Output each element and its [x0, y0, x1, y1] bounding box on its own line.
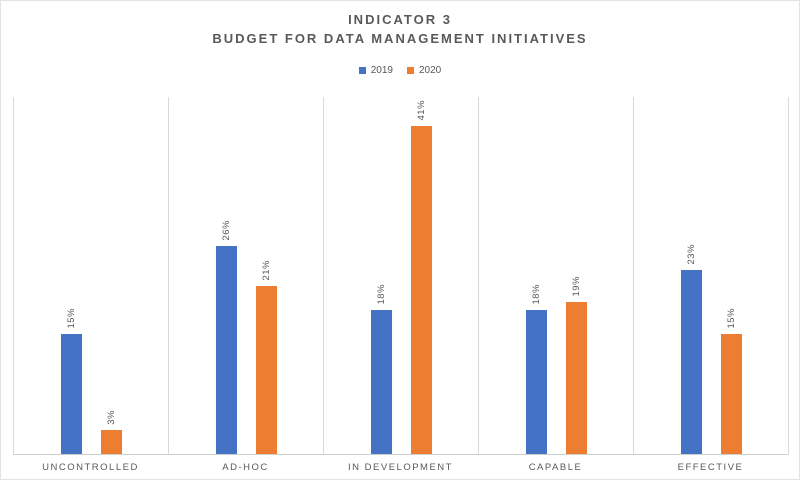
bar-fill: [100, 430, 122, 454]
bar-2019-ad-hoc: 26%: [215, 220, 237, 454]
bar-value-label: 3%: [105, 410, 117, 425]
bar-2019-capable: 18%: [525, 284, 547, 454]
bar-value-label: 26%: [220, 220, 232, 241]
bar-2020-effective: 15%: [720, 308, 742, 454]
category-label-effective: EFFECTIVE: [677, 461, 744, 473]
bar-2019-effective: 23%: [680, 244, 702, 454]
bar-fill: [215, 246, 237, 454]
category-label-in-development: IN DEVELOPMENT: [348, 461, 453, 473]
category-cell-effective: 23% 15%: [633, 97, 788, 454]
bar-2020-in-development: 41%: [410, 100, 432, 454]
legend-swatch-2020: [407, 67, 414, 74]
bar-value-label: 18%: [530, 284, 542, 305]
category-cell-ad-hoc: 26% 21%: [168, 97, 323, 454]
bar-fill: [680, 270, 702, 454]
bar-fill: [255, 286, 277, 454]
bar-2019-in-development: 18%: [370, 284, 392, 454]
legend-item-2020: 2020: [407, 65, 441, 76]
bar-2019-uncontrolled: 15%: [60, 308, 82, 454]
bar-fill: [525, 310, 547, 454]
bar-fill: [565, 302, 587, 454]
bar-fill: [410, 126, 432, 454]
category-label-uncontrolled: UNCONTROLLED: [42, 461, 139, 473]
category-axis: UNCONTROLLED AD-HOC IN DEVELOPMENT CAPABLE E…: [13, 455, 788, 479]
legend-swatch-2019: [358, 67, 366, 74]
bar-value-label: 41%: [415, 100, 427, 121]
bar-fill: [60, 334, 82, 454]
legend-label-2020: 2020: [419, 65, 442, 76]
category-cell-in-development: 18% 41%: [323, 97, 478, 454]
legend-item-2019: 2019: [358, 65, 393, 76]
bar-2020-ad-hoc: 21%: [255, 260, 277, 454]
legend-label-2019: 2019: [370, 65, 393, 76]
bar-fill: [720, 334, 742, 454]
bar-value-label: 15%: [65, 308, 77, 329]
chart-title-line2: BUDGET FOR DATA MANAGEMENT INITIATIVES: [212, 31, 588, 46]
bar-fill: [370, 310, 392, 454]
bar-value-label: 15%: [725, 308, 737, 329]
bar-value-label: 18%: [375, 284, 387, 305]
bar-value-label: 23%: [685, 244, 697, 265]
bar-2020-uncontrolled: 3%: [100, 410, 122, 454]
chart-title: INDICATOR 3 BUDGET FOR DATA MANAGEMENT I…: [1, 10, 799, 48]
bar-2020-capable: 19%: [565, 276, 587, 454]
category-cell-capable: 18% 19%: [478, 97, 633, 454]
chart-title-line1: INDICATOR 3: [348, 12, 452, 27]
bar-value-label: 19%: [570, 276, 582, 297]
category-label-capable: CAPABLE: [528, 461, 583, 473]
legend: 2019 2020: [1, 65, 799, 76]
plot-area: 15% 3% 26% 21% 18% 41% 18% 19% 23% 15%: [13, 97, 789, 455]
category-cell-uncontrolled: 15% 3%: [13, 97, 168, 454]
category-label-ad-hoc: AD-HOC: [222, 461, 269, 473]
bar-value-label: 21%: [260, 260, 272, 281]
